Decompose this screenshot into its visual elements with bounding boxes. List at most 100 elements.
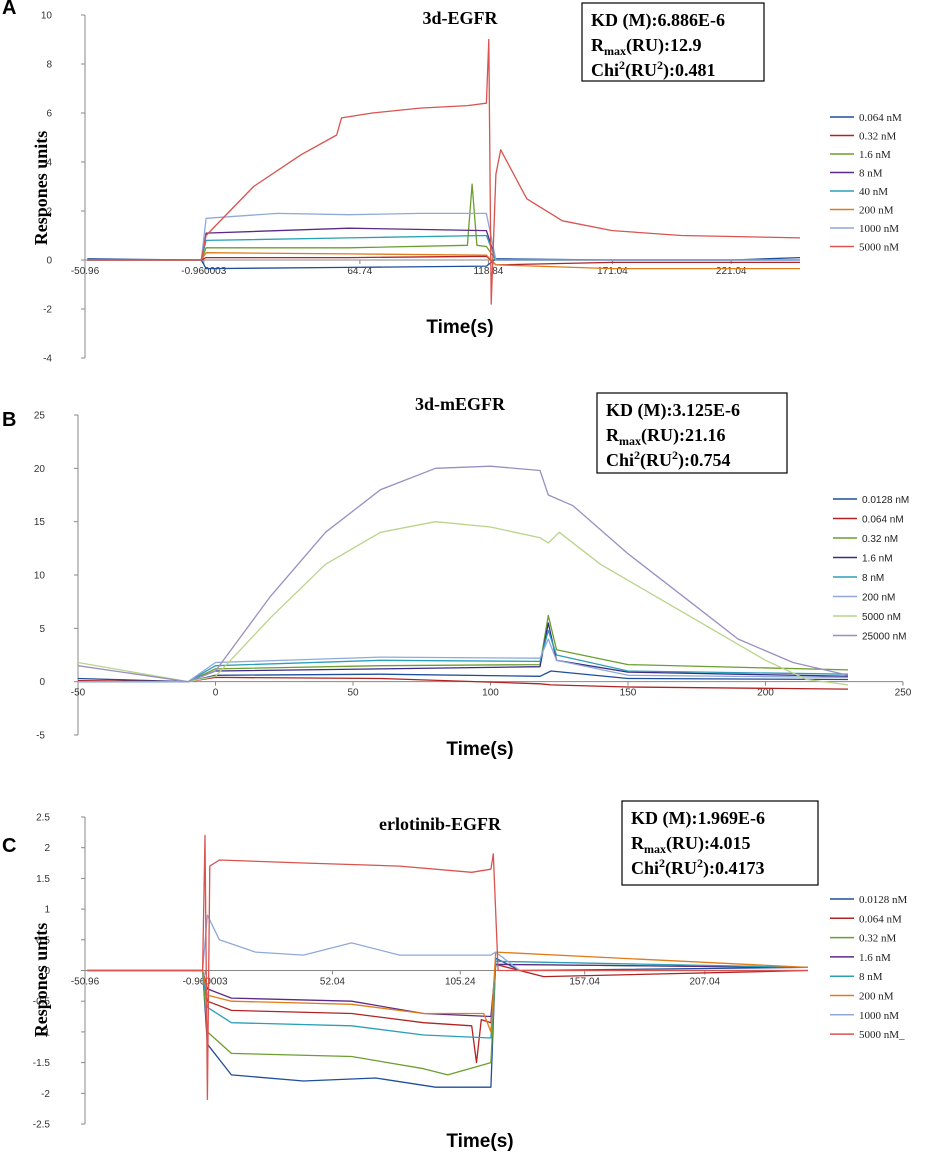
series-line xyxy=(77,521,849,686)
stat-rmax-rest: (RU):12.9 xyxy=(626,35,701,56)
stat-chi-sup: 2 xyxy=(619,58,625,72)
legend-label: 1000 nM xyxy=(859,1010,899,1022)
y-tick-label: -2 xyxy=(43,305,52,316)
y-tick-label: -1 xyxy=(41,1027,50,1038)
stat-kd: KD (M):1.969E-6 xyxy=(631,808,765,829)
x-tick-label: 50 xyxy=(347,688,359,699)
series-line xyxy=(78,614,849,683)
panel-letter: A xyxy=(2,0,16,19)
legend-label: 200 nM xyxy=(862,593,895,604)
legend-label: 5000 nM xyxy=(862,612,901,623)
legend-label: 1.6 nM xyxy=(859,952,891,964)
chart-title: 3d-mEGFR xyxy=(415,394,506,414)
stat-chi-sup: 2 xyxy=(659,856,665,870)
series-line xyxy=(78,638,849,683)
y-tick-label: -2.5 xyxy=(33,1120,51,1131)
legend-label: 5000 nM xyxy=(859,242,899,254)
panel-letter: B xyxy=(2,409,16,431)
legend-label: 0.064 nM xyxy=(859,112,902,124)
legend-label: 40 nM xyxy=(859,186,888,198)
stat-rmax-rest: (RU):21.16 xyxy=(641,425,725,446)
stats-box: KD (M):3.125E-6Rmax(RU):21.16Chi2(RU2):0… xyxy=(596,392,788,474)
legend-label: 25000 nM xyxy=(862,632,906,643)
x-tick-label: 52.04 xyxy=(320,977,345,988)
x-tick-label: -50.96 xyxy=(71,977,100,988)
series-line xyxy=(87,951,809,1033)
y-tick-label: 1 xyxy=(44,905,50,916)
y-tick-label: -4 xyxy=(43,354,52,365)
series-line xyxy=(87,963,809,1018)
stat-rmax-main: R xyxy=(606,425,620,445)
y-tick-label: 15 xyxy=(34,517,46,528)
panel-A: A 10 8 6 4 2 0 -2 -4 -50.96 -0.960003 64.74 118.84 17… xyxy=(2,0,902,365)
stat-chi-sup2: 2 xyxy=(697,856,703,870)
legend: 0.064 nM 0.32 nM 1.6 nM 8 nM 40 nM 200 nM 1000… xyxy=(830,112,902,254)
y-tick-label: 6 xyxy=(46,109,52,120)
y-tick-label: 2 xyxy=(44,843,50,854)
stat-chi-mid: (RU xyxy=(625,60,657,81)
x-axis-title: Time(s) xyxy=(446,739,513,760)
y-tick-label: 0 xyxy=(44,966,50,977)
y-tick-label: 5 xyxy=(39,624,45,635)
legend-label: 0.0128 nM xyxy=(859,894,908,906)
stats-box: KD (M):6.886E-6 Rmax(RU):12.9Chi2(RU2):0.… xyxy=(581,2,765,82)
legend-label: 0.064 nM xyxy=(862,515,904,526)
x-tick-label: -50.96 xyxy=(71,266,100,277)
y-tick-label: -5 xyxy=(36,731,45,742)
x-tick-label: 250 xyxy=(895,688,912,699)
stat-chi-main: Chi xyxy=(606,450,634,470)
stat-rmax-sub: max xyxy=(604,44,626,58)
chart-title: erlotinib-EGFR xyxy=(379,814,502,834)
series-line xyxy=(77,465,849,683)
legend-label: 8 nM xyxy=(859,971,883,983)
legend-label: 0.32 nM xyxy=(859,131,897,143)
stats-box-border xyxy=(621,800,819,886)
x-tick-label: 171.04 xyxy=(597,266,628,277)
stat-rmax-sub: max xyxy=(619,434,641,448)
stat-rmax-main: R xyxy=(631,833,645,853)
x-tick-label: 100 xyxy=(482,688,499,699)
legend-label: 200 nM xyxy=(859,991,894,1003)
stat-rmax-rest: (RU):4.015 xyxy=(666,833,750,854)
stat-rmax-sub: max xyxy=(644,842,666,856)
panel-letter: C xyxy=(2,835,16,857)
stat-chi: Chi2(RU2):0.481 xyxy=(591,58,716,81)
legend-label: 0.32 nM xyxy=(862,534,898,545)
stat-chi-mid: (RU xyxy=(665,858,697,879)
x-axis-title: Time(s) xyxy=(426,317,493,338)
y-axis-title: Respones units xyxy=(31,923,51,1038)
legend-label: 8 nM xyxy=(862,573,884,584)
y-tick-label: 25 xyxy=(34,411,46,422)
legend: 0.0128 nM 0.064 nM 0.32 nM 1.6 nM 8 nM 200 nM… xyxy=(833,495,909,643)
x-tick-label: 157.04 xyxy=(569,977,600,988)
stat-kd: KD (M):3.125E-6 xyxy=(606,400,740,421)
stat-chi-main: Chi xyxy=(631,858,659,878)
stat-chi-sup2: 2 xyxy=(672,448,678,462)
y-tick-label: 0.5 xyxy=(36,935,50,946)
y-tick-label: 20 xyxy=(34,464,46,475)
stat-chi-rest: ):0.4173 xyxy=(703,858,765,879)
panel-C: C2.521.510.50-0.5-1-1.5-2-2.5-50.96 -0.96… xyxy=(2,800,908,1152)
legend-label: 1.6 nM xyxy=(862,554,893,565)
chart-title: 3d-EGFR xyxy=(422,8,498,28)
stat-chi: Chi2(RU2):0.4173 xyxy=(631,856,765,879)
stat-chi-mid: (RU xyxy=(640,450,672,471)
x-axis-title: Time(s) xyxy=(446,1131,513,1152)
x-tick-label: -0.960003 xyxy=(181,266,226,277)
x-tick-label: 200 xyxy=(757,688,774,699)
stat-rmax: Rmax(RU):21.16 xyxy=(606,425,725,448)
y-tick-label: 2.5 xyxy=(36,813,50,824)
stats-box-border xyxy=(596,392,788,474)
stats-box-border xyxy=(581,2,765,82)
y-tick-label: 4 xyxy=(46,158,52,169)
stat-kd: KD (M):6.886E-6 xyxy=(591,10,725,31)
legend: 0.0128 nM 0.064 nM 0.32 nM 1.6 nM 8 nM 200 nM… xyxy=(830,894,908,1041)
stat-rmax: Rmax(RU):4.015 xyxy=(631,833,750,856)
series-line xyxy=(87,38,801,305)
stat-chi-rest: ):0.754 xyxy=(678,450,731,471)
legend-label: 0.064 nM xyxy=(859,913,902,925)
stat-rmax-main: R xyxy=(591,35,605,55)
legend-label: 0.0128 nM xyxy=(862,495,909,506)
